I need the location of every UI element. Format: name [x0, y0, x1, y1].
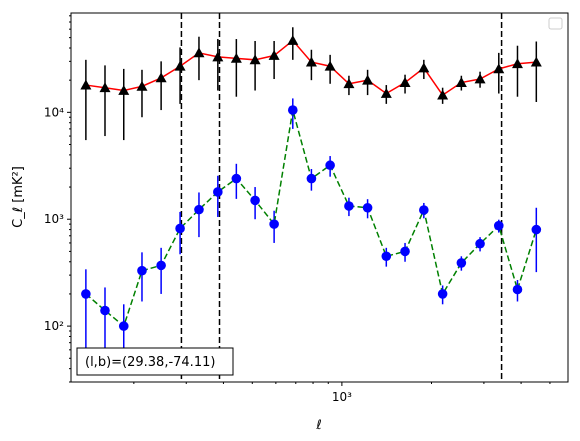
- series-1-point-13: [305, 56, 317, 67]
- series-1: [80, 27, 542, 141]
- series-2-point-5: [156, 260, 166, 271]
- series-layer: [80, 27, 542, 369]
- series-1-point-24: [511, 58, 523, 69]
- series-1-point-6: [174, 60, 186, 71]
- series-1-point-3: [118, 85, 130, 95]
- series-2-point-1: [81, 289, 91, 299]
- series-2-point-25: [531, 224, 542, 235]
- y-axis-label: C_ℓ [mK²]: [11, 166, 26, 228]
- series-1-point-14: [324, 60, 336, 71]
- series-1-point-20: [437, 89, 449, 100]
- vertical-lines-layer: [180, 13, 503, 382]
- series-1-point-21: [455, 77, 467, 87]
- plot-frame: [70, 12, 569, 383]
- series-2-point-15: [344, 201, 354, 211]
- series-1-point-9: [230, 52, 242, 63]
- series-2-point-16: [362, 202, 373, 213]
- series-2-point-7: [194, 204, 204, 215]
- series-2: [81, 98, 542, 369]
- series-1-point-16: [362, 74, 374, 85]
- series-2-point-17: [381, 251, 392, 262]
- y-tick-label-2: 10³: [44, 212, 64, 226]
- series-1-point-5: [155, 72, 167, 83]
- series-1-point-11: [268, 50, 280, 60]
- series-2-point-4: [137, 265, 147, 276]
- series-2-point-18: [400, 246, 410, 257]
- series-1-point-4: [136, 80, 148, 91]
- series-2-point-23: [493, 220, 504, 231]
- x-axis-label: ℓ: [315, 418, 321, 433]
- series-1-point-17: [380, 88, 392, 98]
- series-1-point-10: [249, 54, 261, 65]
- series-2-point-12: [287, 105, 298, 115]
- annotation-text: (l,b)=(29.38,-74.11): [85, 355, 215, 370]
- series-2-point-11: [269, 219, 279, 229]
- series-2-point-10: [250, 195, 260, 206]
- y-tick-label-3: 10⁴: [44, 105, 64, 119]
- legend-box: [548, 17, 563, 30]
- series-2-point-19: [419, 205, 429, 215]
- series-1-point-7: [193, 47, 205, 58]
- ticks-layer: 10² 10³ 10⁴ 10³: [44, 15, 551, 404]
- annotation-box: [76, 347, 234, 376]
- series-2-point-14: [325, 160, 335, 171]
- series-1-point-8: [212, 51, 224, 62]
- x-tick-label-1: 10³: [332, 390, 352, 404]
- series-2-point-9: [231, 173, 242, 184]
- y-tick-label-1: 10²: [44, 319, 64, 333]
- series-2-point-21: [456, 258, 467, 268]
- series-1-point-1: [80, 79, 92, 90]
- series-2-point-22: [475, 238, 485, 249]
- series-2-point-3: [118, 321, 129, 331]
- series-1-point-19: [418, 62, 430, 73]
- series-2-point-24: [512, 284, 523, 295]
- series-1-point-18: [399, 77, 411, 87]
- series-1-point-25: [530, 56, 542, 67]
- series-1-point-12: [287, 35, 299, 45]
- series-2-point-20: [437, 289, 448, 299]
- series-2-point-2: [100, 305, 110, 316]
- series-2-point-6: [175, 223, 185, 234]
- series-1-point-23: [493, 63, 505, 74]
- series-1-point-15: [343, 78, 355, 89]
- series-1-point-2: [99, 82, 111, 93]
- series-2-point-13: [306, 173, 317, 184]
- series-2-point-8: [213, 187, 223, 197]
- series-1-point-22: [474, 73, 486, 84]
